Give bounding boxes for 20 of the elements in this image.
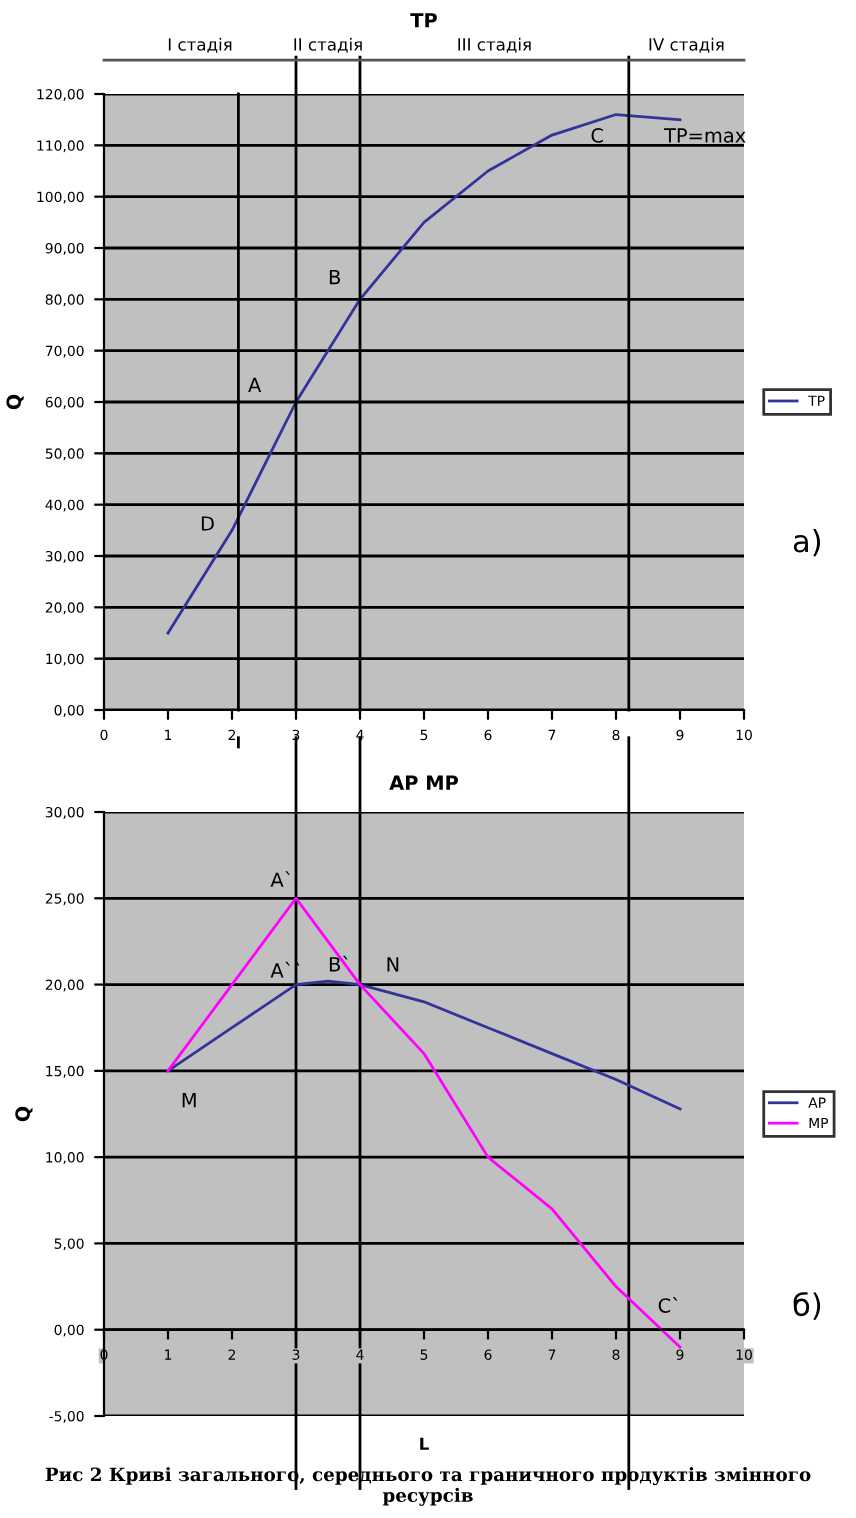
text: а) <box>793 528 821 557</box>
annotation: A` <box>270 871 290 887</box>
chart-title: TP <box>410 13 437 28</box>
annotation: M <box>182 1093 196 1108</box>
y-axis-title: Q <box>6 394 24 410</box>
text: I стадія <box>168 37 232 53</box>
chart-title: AP MP <box>389 775 459 790</box>
text: II стадія <box>294 37 362 53</box>
text: IV стадія <box>649 37 724 53</box>
text: III стадія <box>458 37 531 53</box>
annotation: D <box>201 516 214 531</box>
annotation: B <box>329 269 340 285</box>
x-axis-title: L <box>420 1437 429 1450</box>
y-axis-title: Q <box>15 1106 33 1122</box>
annotation: A <box>248 377 262 392</box>
annotation: TP=max <box>663 128 746 143</box>
annotation: N <box>387 957 399 972</box>
text: б) <box>793 1291 821 1320</box>
annotation: C <box>591 128 603 143</box>
annotation: C` <box>658 1297 678 1313</box>
